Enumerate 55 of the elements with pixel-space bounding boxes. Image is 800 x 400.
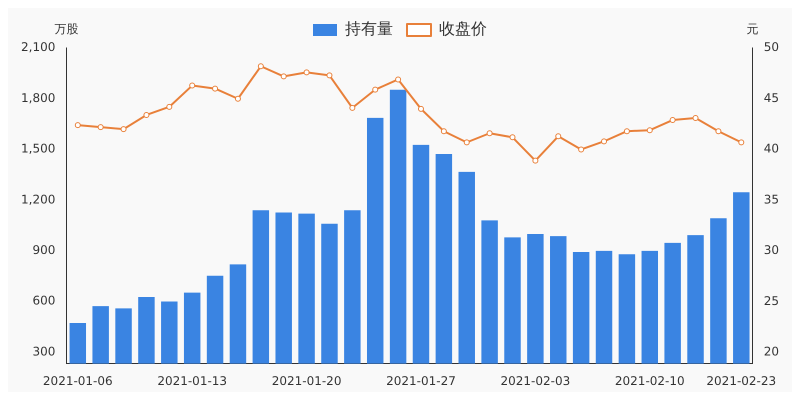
point bbox=[74, 122, 81, 128]
point bbox=[624, 128, 630, 134]
x-tick-label: 2021-02-03 bbox=[500, 374, 570, 388]
point bbox=[372, 86, 378, 93]
y-axis-title: 万股 bbox=[54, 22, 78, 36]
y-tick-label: 600 bbox=[32, 294, 56, 308]
legend-label: 收盘价 bbox=[439, 19, 487, 38]
y-tick-label: 1,800 bbox=[20, 90, 56, 105]
point bbox=[120, 126, 127, 132]
point bbox=[532, 158, 538, 164]
point bbox=[646, 127, 653, 134]
point bbox=[326, 72, 332, 78]
point bbox=[486, 130, 493, 136]
y2-axis-title: 元 bbox=[746, 22, 759, 36]
point bbox=[234, 96, 241, 102]
x-tick-label: 2021-01-20 bbox=[272, 374, 342, 388]
point bbox=[395, 76, 402, 82]
y2-tick-label: 25 bbox=[764, 294, 780, 308]
point bbox=[578, 146, 584, 152]
y2-tick-label: 35 bbox=[764, 192, 780, 206]
point bbox=[738, 139, 744, 146]
point bbox=[601, 138, 608, 144]
point bbox=[692, 115, 699, 122]
point bbox=[280, 73, 287, 80]
y2-tick-label: 45 bbox=[764, 90, 780, 105]
y-tick-label: 2,100 bbox=[20, 40, 56, 54]
y2-tick-label: 30 bbox=[764, 243, 780, 258]
point bbox=[715, 128, 722, 134]
x-tick-label: 2021-02-23 bbox=[706, 374, 776, 388]
x-tick-label: 2021-01-27 bbox=[386, 374, 456, 388]
point bbox=[418, 106, 424, 112]
y-tick-label: 900 bbox=[32, 242, 56, 257]
point bbox=[349, 104, 356, 111]
y-tick-label: 1,500 bbox=[20, 142, 56, 156]
point bbox=[555, 133, 562, 140]
point bbox=[258, 63, 264, 70]
point bbox=[212, 86, 218, 92]
y-tick-label: 1,200 bbox=[20, 192, 56, 206]
x-tick-label: 2021-02-10 bbox=[614, 374, 685, 388]
x-tick-label: 2021-01-13 bbox=[157, 374, 228, 388]
legend-label: 持有量 bbox=[345, 19, 393, 38]
point bbox=[510, 134, 516, 140]
x-tick-label: 2021-01-06 bbox=[42, 374, 113, 388]
y2-tick-label: 50 bbox=[764, 40, 780, 54]
point bbox=[98, 124, 104, 130]
point bbox=[166, 104, 172, 110]
y2-tick-label: 40 bbox=[764, 142, 780, 156]
point bbox=[143, 112, 150, 118]
point bbox=[189, 82, 196, 89]
point bbox=[464, 139, 470, 146]
point bbox=[670, 117, 676, 124]
y-tick-label: 300 bbox=[32, 344, 56, 358]
point bbox=[440, 128, 447, 134]
point bbox=[304, 69, 310, 76]
y2-tick-label: 20 bbox=[764, 344, 780, 359]
